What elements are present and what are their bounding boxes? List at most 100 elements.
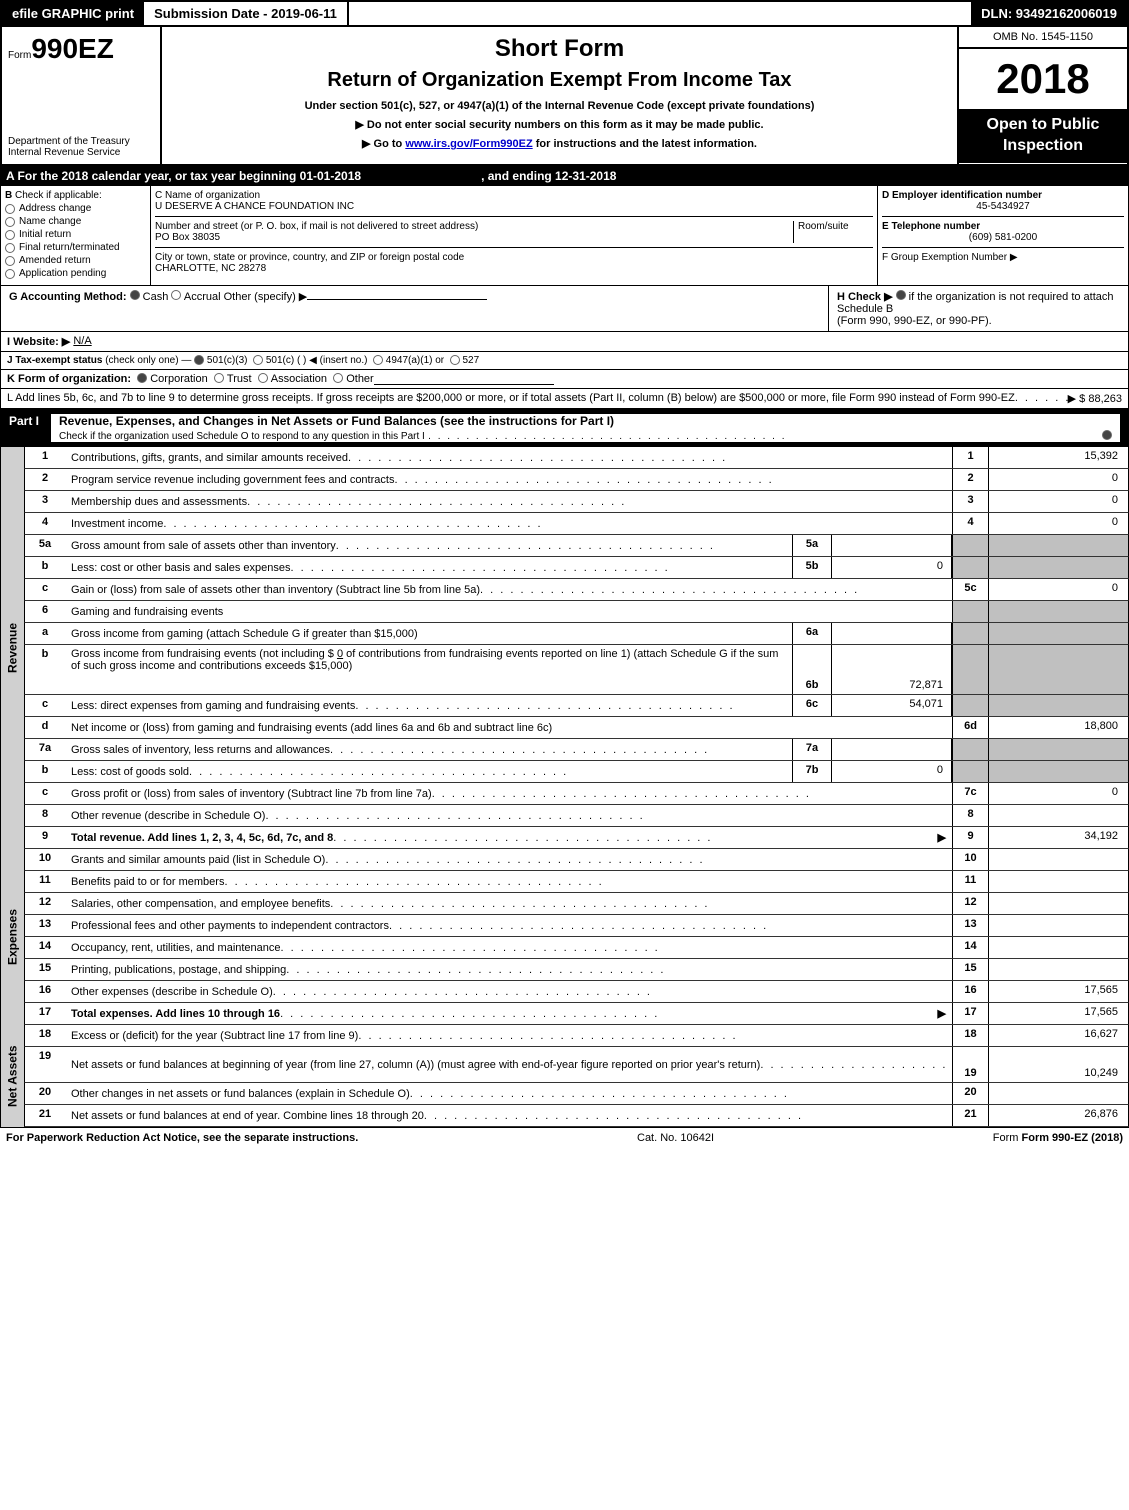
radio-accrual-icon[interactable] bbox=[171, 290, 181, 300]
line-amount: 0 bbox=[988, 491, 1128, 512]
line-box: 17 bbox=[952, 1003, 988, 1024]
arrow-icon: ▶ bbox=[938, 831, 946, 844]
line-amount bbox=[988, 893, 1128, 914]
section-d-e-f: D Employer identification number 45-5434… bbox=[878, 186, 1128, 285]
section-g: G Accounting Method: Cash Accrual Other … bbox=[1, 286, 828, 331]
h-checkbox-icon[interactable] bbox=[896, 290, 906, 300]
line-2: 2 Program service revenue including gove… bbox=[24, 469, 1129, 491]
check-application-pending[interactable]: Application pending bbox=[5, 268, 146, 279]
b-label: B bbox=[5, 190, 12, 201]
k-other: Other bbox=[346, 373, 374, 385]
check-label: Amended return bbox=[19, 255, 91, 266]
part-1-title: Revenue, Expenses, and Changes in Net As… bbox=[51, 414, 1120, 442]
line-amount: 0 bbox=[988, 579, 1128, 600]
part-1-label: Part I bbox=[9, 414, 51, 442]
k-corp: Corporation bbox=[150, 373, 207, 385]
tax-year: 2018 bbox=[959, 49, 1127, 109]
check-label: Address change bbox=[19, 203, 91, 214]
footer-right: Form Form 990-EZ (2018) bbox=[993, 1132, 1123, 1144]
line-desc: Less: direct expenses from gaming and fu… bbox=[65, 695, 792, 716]
subtitle-3: ▶ Go to www.irs.gov/Form990EZ for instru… bbox=[170, 137, 949, 150]
radio-cash-icon[interactable] bbox=[130, 290, 140, 300]
line-amount bbox=[988, 871, 1128, 892]
line-box-gray bbox=[952, 601, 988, 622]
line-desc: Gross income from fundraising events (no… bbox=[65, 645, 792, 694]
check-label: Name change bbox=[19, 216, 81, 227]
efile-print-button[interactable]: efile GRAPHIC print bbox=[2, 2, 144, 25]
check-label: Final return/terminated bbox=[19, 242, 120, 253]
radio-icon bbox=[5, 230, 15, 240]
subtitle-1: Under section 501(c), 527, or 4947(a)(1)… bbox=[170, 100, 949, 112]
check-initial-return[interactable]: Initial return bbox=[5, 229, 146, 240]
revenue-section: Revenue 1 Contributions, gifts, grants, … bbox=[0, 447, 1129, 849]
line-num: 5a bbox=[25, 535, 65, 556]
line-desc: Total expenses. Add lines 10 through 16▶ bbox=[65, 1003, 952, 1024]
radio-icon bbox=[5, 217, 15, 227]
line-5c: c Gain or (loss) from sale of assets oth… bbox=[24, 579, 1129, 601]
check-address-change[interactable]: Address change bbox=[5, 203, 146, 214]
radio-4947-icon[interactable] bbox=[373, 355, 383, 365]
radio-corp-icon[interactable] bbox=[137, 373, 147, 383]
k-other-blank[interactable] bbox=[374, 373, 554, 385]
check-amended-return[interactable]: Amended return bbox=[5, 255, 146, 266]
line-box: 20 bbox=[952, 1083, 988, 1104]
line-box: 18 bbox=[952, 1025, 988, 1046]
check-name-change[interactable]: Name change bbox=[5, 216, 146, 227]
line-box: 4 bbox=[952, 513, 988, 534]
strip-a: A For the 2018 calendar year, or tax yea… bbox=[0, 166, 1129, 186]
line-desc: Professional fees and other payments to … bbox=[65, 915, 952, 936]
topbar: efile GRAPHIC print Submission Date - 20… bbox=[0, 0, 1129, 27]
line-desc: Occupancy, rent, utilities, and maintena… bbox=[65, 937, 952, 958]
org-city: CHARLOTTE, NC 28278 bbox=[155, 263, 873, 274]
section-j: J Tax-exempt status (check only one) — 5… bbox=[0, 352, 1129, 370]
check-label: Application pending bbox=[19, 268, 106, 279]
radio-assoc-icon[interactable] bbox=[258, 373, 268, 383]
expenses-sidetab: Expenses bbox=[0, 849, 24, 1025]
line-6: 6 Gaming and fundraising events bbox=[24, 601, 1129, 623]
irs-link[interactable]: www.irs.gov/Form990EZ bbox=[405, 138, 532, 150]
subtitle-2: ▶ Do not enter social security numbers o… bbox=[170, 118, 949, 131]
line-box-gray bbox=[952, 739, 988, 760]
line-num: 13 bbox=[25, 915, 65, 936]
line-amount: 16,627 bbox=[988, 1025, 1128, 1046]
line-desc: Excess or (deficit) for the year (Subtra… bbox=[65, 1025, 952, 1046]
subtitle-3-pre: ▶ Go to bbox=[362, 138, 405, 150]
g-other-blank[interactable] bbox=[307, 299, 487, 300]
line-box: 8 bbox=[952, 805, 988, 826]
inner-box: 6b bbox=[792, 645, 832, 694]
form-header: Form990EZ Department of the Treasury Int… bbox=[0, 27, 1129, 166]
line-3: 3 Membership dues and assessments 3 0 bbox=[24, 491, 1129, 513]
line-box: 13 bbox=[952, 915, 988, 936]
line-1: 1 Contributions, gifts, grants, and simi… bbox=[24, 447, 1129, 469]
radio-527-icon[interactable] bbox=[450, 355, 460, 365]
submission-date: Submission Date - 2019-06-11 bbox=[144, 2, 349, 25]
check-final-return[interactable]: Final return/terminated bbox=[5, 242, 146, 253]
part1-check-icon[interactable] bbox=[1102, 430, 1112, 440]
h-label: H Check ▶ bbox=[837, 291, 893, 303]
line-amount-gray bbox=[988, 695, 1128, 716]
main-title: Return of Organization Exempt From Incom… bbox=[170, 69, 949, 92]
radio-trust-icon[interactable] bbox=[214, 373, 224, 383]
line-12: 12Salaries, other compensation, and empl… bbox=[24, 893, 1129, 915]
line-desc: Less: cost of goods sold bbox=[65, 761, 792, 782]
line-num: c bbox=[25, 783, 65, 804]
section-k: K Form of organization: Corporation Trus… bbox=[0, 370, 1129, 389]
line-7b: b Less: cost of goods sold 7b 0 bbox=[24, 761, 1129, 783]
g-accrual: Accrual bbox=[184, 291, 221, 303]
line-amount-gray bbox=[988, 623, 1128, 644]
line-amount: 34,192 bbox=[988, 827, 1128, 848]
radio-501c3-icon[interactable] bbox=[194, 355, 204, 365]
line-num: 10 bbox=[25, 849, 65, 870]
line-num: 9 bbox=[25, 827, 65, 848]
line-desc: Gain or (loss) from sale of assets other… bbox=[65, 579, 952, 600]
line-desc: Gross amount from sale of assets other t… bbox=[65, 535, 792, 556]
form-prefix: Form bbox=[8, 50, 31, 61]
line-19: 19Net assets or fund balances at beginni… bbox=[24, 1047, 1129, 1083]
line-box: 6d bbox=[952, 717, 988, 738]
ein: 45-5434927 bbox=[882, 201, 1124, 212]
line-17: 17Total expenses. Add lines 10 through 1… bbox=[24, 1003, 1129, 1025]
l-text: L Add lines 5b, 6c, and 7b to line 9 to … bbox=[7, 392, 1015, 405]
radio-501c-icon[interactable] bbox=[253, 355, 263, 365]
radio-other-icon[interactable] bbox=[333, 373, 343, 383]
line-num: 21 bbox=[25, 1105, 65, 1126]
